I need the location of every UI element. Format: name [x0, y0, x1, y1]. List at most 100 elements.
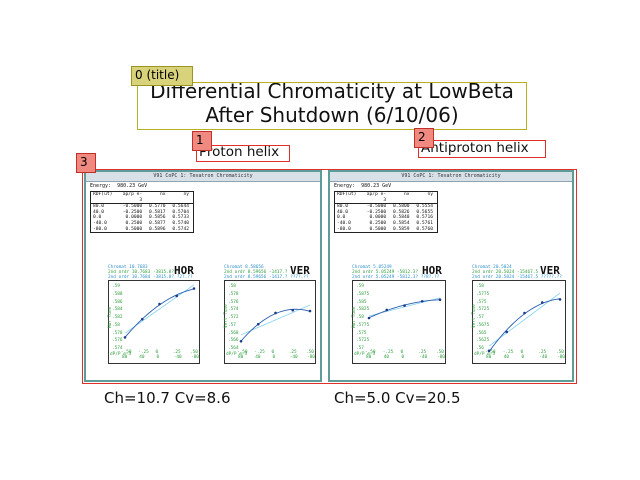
data-point [540, 301, 544, 304]
screens-annotation-box [82, 169, 577, 384]
y-tick-label: .57 [356, 346, 364, 351]
energy-readout: Energy: 980.23 GeV [90, 183, 153, 189]
x-tick-label: -.25 [254, 350, 265, 355]
y-tick-label: .574 [112, 346, 123, 351]
ver-tune-plot: .58 .578 .576 .574 .572 .57 .568 .566 .564 -.50 -.… [224, 280, 316, 364]
y-tick-label: .572 [228, 315, 239, 320]
antiproton-chromaticity-window: V91 CoPC 1: Tevatron Chromaticity Energy… [328, 170, 574, 382]
y-tick-label: .5725 [356, 338, 370, 344]
energy-label: Energy: [334, 183, 356, 189]
x-axis-label: dP/P e-3 [354, 352, 376, 357]
energy-label: Energy: [90, 183, 112, 189]
title-annotation-box [137, 82, 527, 130]
x-tick-label-secondary: 0 [156, 355, 160, 360]
y-tick-label: .5775 [356, 322, 370, 328]
data-point [158, 302, 161, 306]
ver-fit-info: Chromat 8.58656 2nd ordr 8.59656 -1417.?… [224, 265, 309, 280]
table-row: 0.0 0.0000 0.5840 0.5716 [337, 215, 433, 221]
antiproton-annotation-tag: 2 [414, 128, 434, 148]
data-point [558, 298, 562, 301]
title-annotation-tag: 0 (title) [131, 66, 193, 86]
table-row: 0.0 0.0000 0.5856 0.5733 [93, 215, 189, 221]
x-tick-label-secondary: 40 [503, 355, 510, 360]
x-tick-label-secondary: -80 [557, 355, 565, 360]
data-point [505, 330, 509, 334]
y-tick-label: .5625 [476, 338, 490, 344]
data-point [140, 317, 144, 321]
col-dpp: ap/p e-3 [122, 192, 143, 203]
screens-annotation-tag: 3 [76, 153, 96, 173]
y-tick-label: .582 [112, 315, 123, 320]
energy-readout: Energy: 980.23 GeV [334, 183, 397, 189]
y-tick-label: .5675 [476, 322, 490, 328]
x-tick-label-secondary: 80 [366, 355, 372, 360]
x-tick-label-secondary: 80 [486, 355, 492, 360]
x-tick-label: -.50 [365, 350, 376, 355]
y-tick-label: .584 [112, 307, 123, 313]
x-tick-label-secondary: -40 [419, 355, 428, 360]
data-point [420, 299, 424, 303]
y-tick-label: .578 [112, 330, 123, 336]
y-tick-label: .575 [356, 330, 367, 336]
x-axis-label: dP/P e-3 [474, 352, 496, 357]
x-tick-label-secondary: 0 [272, 355, 276, 360]
table-row: -40.0 0.2500 0.5877 0.5740 [93, 220, 189, 226]
ver-tune-plot: .58 .5775 .575 .5725 .57 .5675 .565 .5625 .56 -.5… [472, 280, 566, 364]
ver-fit-info: Chromat 20.5024 2nd ordr 20.5024 -15467.… [472, 265, 562, 280]
x-tick-label-secondary: 40 [383, 355, 390, 360]
col-rdf: RDF(ut) [337, 192, 357, 197]
x-tick-label: .25 [172, 350, 181, 355]
col-ny: ny [427, 192, 433, 197]
x-tick-label: .25 [288, 350, 297, 355]
proton-helix-label: Proton helix [199, 144, 280, 160]
proton-annotation-tag: 1 [192, 131, 212, 151]
data-point [192, 287, 196, 290]
proton-chromaticity-window: V91 CoPC 1: Tevatron Chromaticity Energy… [84, 170, 322, 382]
x-tick-label: -.25 [502, 350, 514, 355]
tune-plot-svg [123, 284, 196, 339]
hor-tune-plot: .59 .5875 .585 .5825 .58 .5775 .575 .5725 .57 -.5… [352, 280, 446, 364]
y-tick-label: .58 [356, 315, 364, 320]
slide-title-line2: After Shutdown (6/10/06) [205, 103, 459, 127]
tune-table: RDF(ut) ap/p e-3 nx ny 80.0 -0.5000 0.5770… [90, 191, 194, 234]
y-tick-label: .5825 [356, 307, 370, 313]
y-tick-label: .56 [476, 346, 484, 351]
x-tick-label: -.25 [138, 350, 149, 355]
hor-plane-label: HOR [422, 264, 442, 277]
y-tick-label: .5875 [356, 291, 370, 297]
table-row: 40.0 -0.2500 0.5826 0.5655 [337, 209, 433, 215]
x-tick-label: -.25 [382, 350, 394, 355]
tune-table-header: RDF(ut) ap/p e-3 nx ny [91, 192, 193, 205]
col-nx: nx [404, 192, 410, 197]
y-tick-label: .588 [112, 291, 123, 297]
x-tick-label: 0 [520, 350, 524, 355]
x-tick-label-secondary: -40 [289, 355, 298, 360]
tune-table-header: RDF(ut) ap/p e-3 nx ny [335, 192, 437, 205]
data-point [291, 308, 295, 312]
table-row: -40.0 0.2500 0.5854 0.5761 [337, 220, 433, 226]
x-tick-label: -.50 [121, 350, 132, 355]
y-tick-label: .575 [476, 299, 487, 305]
x-tick-label-secondary: -40 [539, 355, 548, 360]
data-point [487, 349, 491, 353]
y-tick-label: .5775 [476, 291, 490, 297]
antiproton-annotation-box [418, 140, 546, 158]
tune-plot-svg [367, 297, 442, 320]
x-tick-label-secondary: -80 [307, 355, 315, 360]
y-tick-label: .576 [228, 299, 239, 305]
data-point [256, 322, 260, 326]
x-tick-label: -.50 [485, 350, 496, 355]
proton-annotation-box [196, 145, 290, 162]
y-tick-label: .5725 [476, 307, 490, 313]
ver-plane-label: VER [540, 264, 560, 277]
hor-fit-info: Chromat 10.7683 2nd ordr 10.7683 -3815.8… [108, 265, 193, 280]
y-tick-label: .565 [476, 330, 487, 336]
slide-title-line1: Differential Chromaticity at LowBeta [150, 79, 514, 103]
y-tick-label: .568 [228, 330, 239, 336]
antiproton-helix-label: Antiproton helix [421, 140, 529, 156]
data-point [274, 311, 277, 315]
col-rdf: RDF(ut) [93, 192, 113, 197]
x-tick-label: 0 [400, 350, 404, 355]
y-tick-label: .59 [356, 284, 364, 289]
x-tick-label: .50 [306, 350, 314, 355]
